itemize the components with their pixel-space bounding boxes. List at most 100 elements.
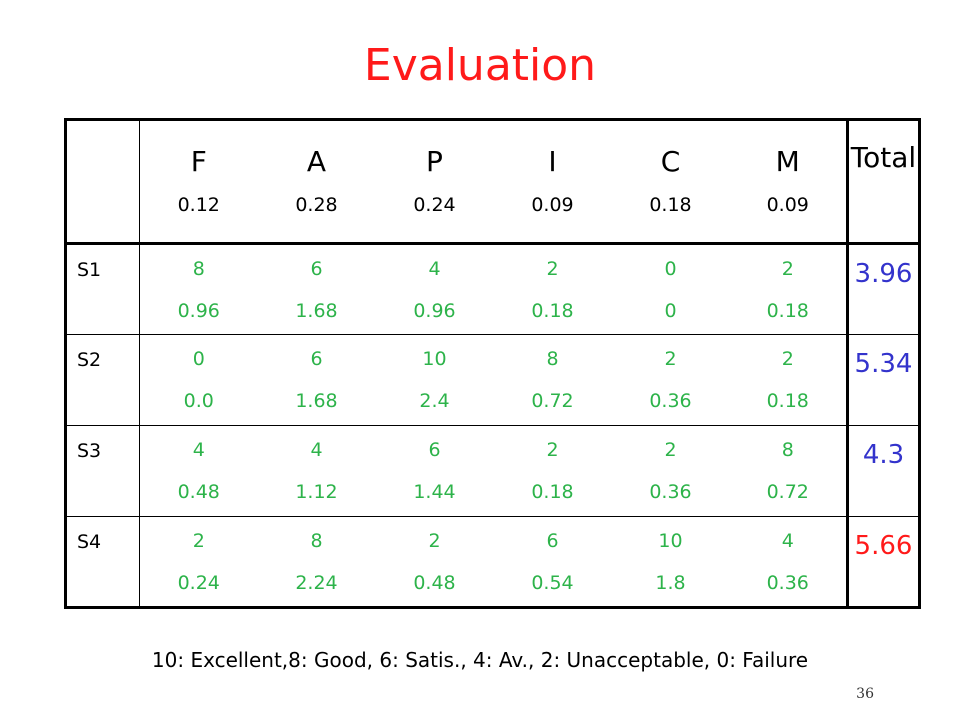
total-cell: 5.66 xyxy=(846,516,920,608)
score-value: 4 xyxy=(428,257,441,280)
row-label-cell: S3 xyxy=(65,425,140,517)
table-row: S2 0 0.0 6 1.68 10 2.4 8 0.72 2 0.36 2 0.18 5.… xyxy=(65,334,920,426)
row-label-cell: S2 xyxy=(65,334,140,426)
weighted-value: 1.68 xyxy=(295,390,338,412)
criterion-letter: A xyxy=(306,144,327,178)
table-row: S4 2 0.24 8 2.24 2 0.48 6 0.54 10 1.8 4 0.36 5… xyxy=(65,516,920,608)
slide-title: Evaluation xyxy=(363,40,597,91)
weighted-value: 2.24 xyxy=(295,571,338,594)
row-label: S4 xyxy=(77,530,102,553)
criterion-header-p: P 0.24 xyxy=(376,120,494,244)
score-value: 6 xyxy=(428,439,441,461)
criterion-weight: 0.24 xyxy=(413,193,456,216)
weighted-value: 0.54 xyxy=(531,571,574,594)
score-cell: 8 0.96 xyxy=(140,244,258,335)
weighted-value: 2.4 xyxy=(419,390,450,412)
weighted-value: 1.8 xyxy=(655,571,686,594)
score-cell: 4 0.96 xyxy=(376,244,494,335)
score-cell: 6 0.54 xyxy=(494,517,612,608)
score-cell: 2 0.24 xyxy=(140,517,258,608)
score-cell: 8 0.72 xyxy=(494,335,612,426)
scoring-legend: 10: Excellent,8: Good, 6: Satis., 4: Av.… xyxy=(151,648,809,672)
score-cell: 2 0.18 xyxy=(494,426,612,517)
score-cell: 0 0.0 xyxy=(140,335,258,426)
score-cell: 6 1.44 xyxy=(376,426,494,517)
weighted-value: 0.18 xyxy=(766,299,809,322)
score-value: 6 xyxy=(310,348,323,370)
criterion-weight: 0.12 xyxy=(177,193,220,216)
criterion-weight: 0.09 xyxy=(531,193,574,216)
criterion-header-a: A 0.28 xyxy=(258,120,376,244)
criterion-weight: 0.18 xyxy=(649,193,692,216)
weighted-value: 0.36 xyxy=(649,390,692,412)
score-cell: 4 0.36 xyxy=(730,517,848,608)
score-value: 0 xyxy=(664,257,677,280)
score-value: 2 xyxy=(546,257,559,280)
score-value: 8 xyxy=(546,348,559,370)
score-value: 2 xyxy=(192,529,205,552)
criterion-letter: P xyxy=(426,144,443,178)
score-value: 2 xyxy=(781,348,794,370)
weighted-value: 0.24 xyxy=(177,571,220,594)
total-value: 4.3 xyxy=(862,440,905,470)
criterion-header-f: F 0.12 xyxy=(140,120,258,244)
criterion-letter: F xyxy=(190,144,207,178)
evaluation-table: F 0.12 A 0.28 P 0.24 I 0.09 C 0.18 M 0.0… xyxy=(64,118,921,609)
total-cell: 3.96 xyxy=(846,243,920,335)
score-value: 2 xyxy=(428,529,441,552)
criterion-letter: M xyxy=(775,144,800,178)
criterion-weight: 0.28 xyxy=(295,193,338,216)
total-header-label: Total xyxy=(850,140,917,174)
score-cell: 8 0.72 xyxy=(730,426,848,517)
score-cell: 2 0.36 xyxy=(612,335,730,426)
weighted-value: 0.48 xyxy=(177,481,220,503)
slide-number: 36 xyxy=(856,686,874,702)
score-cell: 4 1.12 xyxy=(258,426,376,517)
criterion-weight: 0.09 xyxy=(766,193,809,216)
row-label-cell: S1 xyxy=(65,243,140,335)
score-value: 8 xyxy=(310,529,323,552)
weighted-value: 0 xyxy=(664,299,677,322)
score-cell: 6 1.68 xyxy=(258,244,376,335)
corner-cell xyxy=(65,119,140,244)
criterion-header-c: C 0.18 xyxy=(612,120,730,244)
weighted-value: 0.72 xyxy=(766,481,809,503)
weighted-value: 0.96 xyxy=(177,299,220,322)
weighted-value: 0.18 xyxy=(531,299,574,322)
weighted-value: 0.36 xyxy=(766,571,809,594)
score-value: 4 xyxy=(310,439,323,461)
weighted-value: 0.96 xyxy=(413,299,456,322)
total-value: 5.66 xyxy=(854,530,913,561)
score-value: 6 xyxy=(546,529,559,552)
weighted-value: 1.12 xyxy=(295,481,338,503)
row-label: S2 xyxy=(77,349,102,371)
total-value: 5.34 xyxy=(854,349,913,379)
score-cell: 2 0.48 xyxy=(376,517,494,608)
score-value: 8 xyxy=(781,439,794,461)
weighted-value: 1.68 xyxy=(295,299,338,322)
score-value: 4 xyxy=(781,529,794,552)
weighted-value: 0.72 xyxy=(531,390,574,412)
total-cell: 5.34 xyxy=(846,334,920,426)
criterion-header-i: I 0.09 xyxy=(494,120,612,244)
score-cell: 10 2.4 xyxy=(376,335,494,426)
row-label-cell: S4 xyxy=(65,516,140,608)
score-value: 2 xyxy=(546,439,559,461)
weighted-value: 0.48 xyxy=(413,571,456,594)
score-value: 4 xyxy=(192,439,205,461)
score-value: 8 xyxy=(192,257,205,280)
score-cell: 6 1.68 xyxy=(258,335,376,426)
score-cell: 2 0.18 xyxy=(730,335,848,426)
total-cell: 4.3 xyxy=(846,425,920,517)
criterion-letter: I xyxy=(548,144,557,178)
score-cell: 8 2.24 xyxy=(258,517,376,608)
weighted-value: 0.36 xyxy=(649,481,692,503)
row-label: S3 xyxy=(77,440,102,462)
score-value: 10 xyxy=(422,348,447,370)
score-cell: 2 0.18 xyxy=(730,244,848,335)
header-row: F 0.12 A 0.28 P 0.24 I 0.09 C 0.18 M 0.0… xyxy=(65,119,920,244)
score-value: 10 xyxy=(658,529,683,552)
score-value: 2 xyxy=(781,257,794,280)
